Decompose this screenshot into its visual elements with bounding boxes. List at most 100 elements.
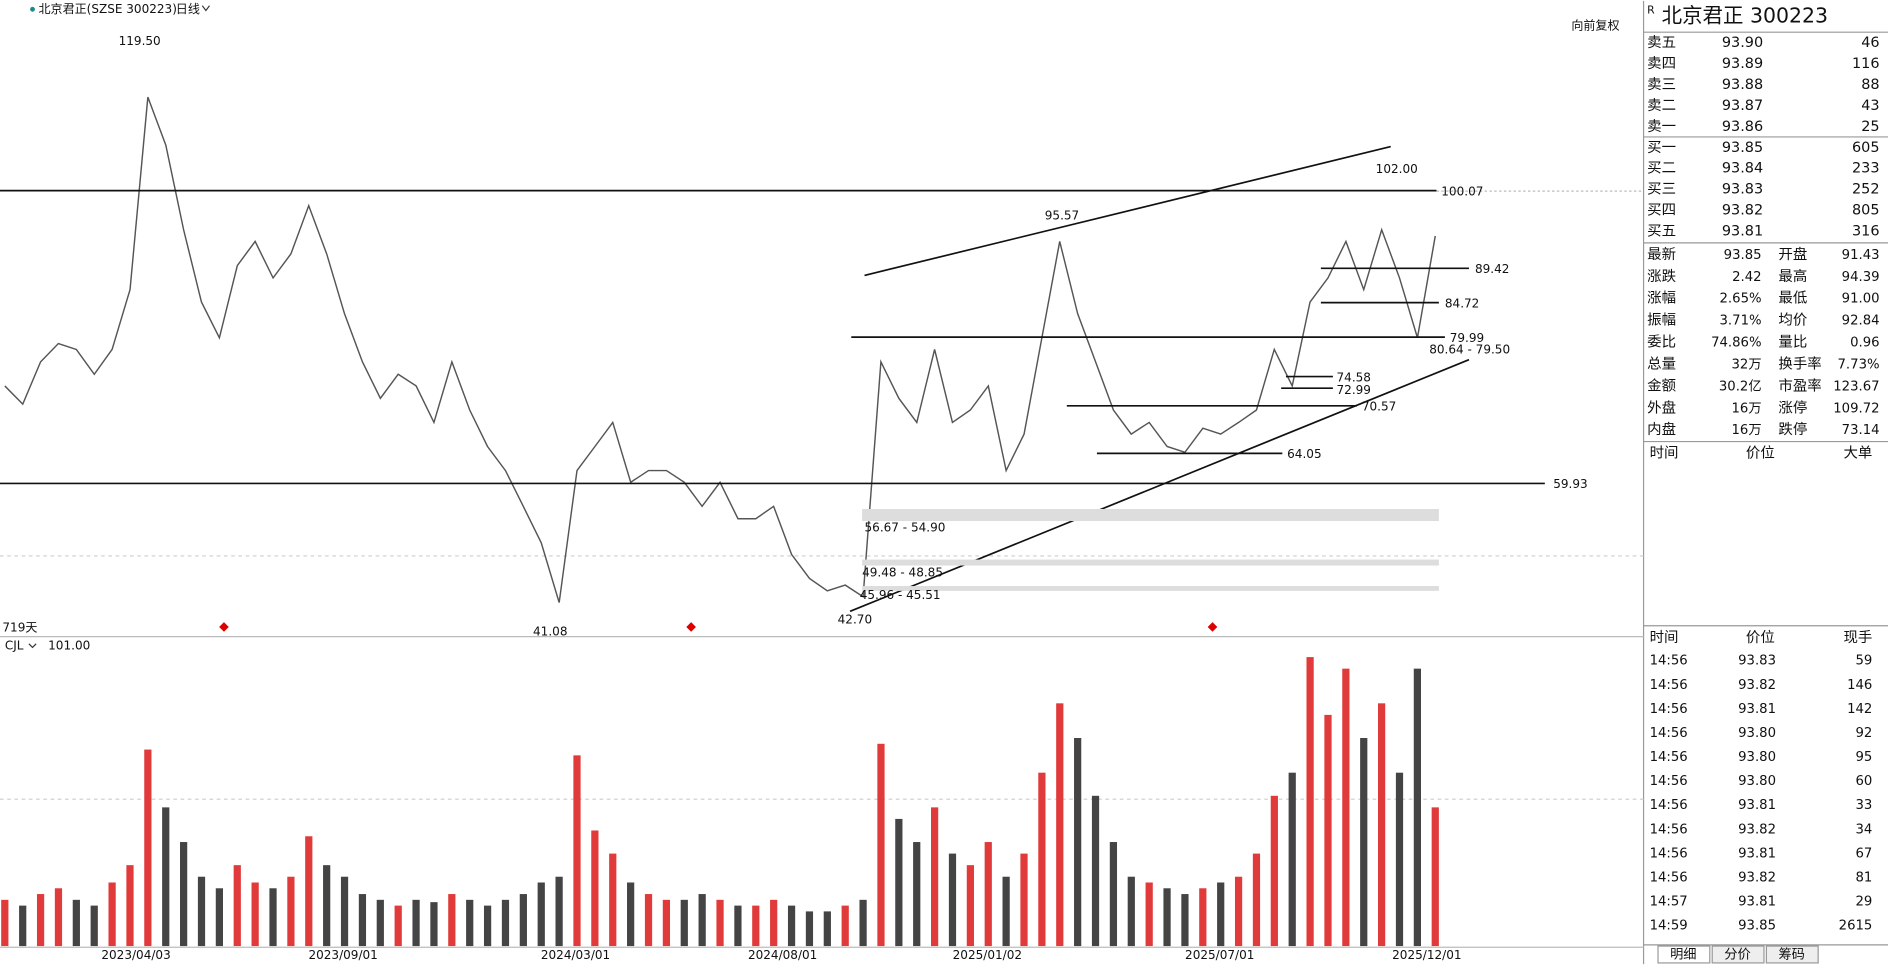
- volume-bar: [948, 853, 957, 947]
- trade-volume: 81: [1856, 870, 1873, 885]
- volume-bar: [1020, 853, 1028, 947]
- indicator-value: 101.00: [48, 639, 90, 653]
- volume-bar: [698, 894, 706, 947]
- trade-price: 93.81: [1738, 702, 1776, 717]
- x-tick-label: 2023/04/03: [101, 948, 170, 962]
- stat-label: 涨幅: [1647, 290, 1676, 307]
- trade-time: 14:56: [1650, 774, 1688, 789]
- trade-price: 93.80: [1738, 750, 1776, 765]
- stat-label: 跌停: [1778, 421, 1807, 438]
- volume-bar: [144, 749, 152, 947]
- stat-label: 振幅: [1647, 312, 1676, 329]
- trade-price: 93.80: [1738, 726, 1776, 741]
- zone-label: 45.96 - 45.51: [860, 588, 941, 602]
- trade-time: 14:56: [1650, 726, 1688, 741]
- stat-label: 外盘: [1647, 398, 1676, 416]
- trade-time: 14:56: [1650, 870, 1688, 885]
- x-tick-label: 2025/01/02: [953, 948, 1022, 962]
- book-volume: 43: [1861, 98, 1879, 114]
- book-label: 卖一: [1647, 118, 1676, 135]
- volume-bar: [1127, 876, 1135, 947]
- level-label: 59.93: [1553, 477, 1587, 491]
- dropdown-icon[interactable]: [28, 643, 37, 649]
- tab[interactable]: [1711, 945, 1765, 964]
- book-label: 买一: [1647, 139, 1676, 156]
- stat-label: 内盘: [1647, 420, 1676, 438]
- adjust-mode[interactable]: 向前复权: [1571, 18, 1619, 33]
- volume-bar: [1038, 772, 1046, 947]
- volume-bar: [466, 899, 474, 947]
- book-price: 93.81: [1722, 224, 1763, 240]
- volume-bar: [609, 853, 617, 947]
- stat-value: 2.42: [1732, 270, 1761, 285]
- volume-bar: [895, 818, 903, 947]
- stat-value: 92.84: [1842, 314, 1880, 329]
- trade-volume: 146: [1847, 678, 1872, 693]
- volume-bar: [859, 899, 867, 947]
- volume-bar: [770, 899, 778, 947]
- trade-price: 93.85: [1738, 919, 1776, 934]
- volume-bar: [197, 876, 206, 947]
- stat-value: 0.96: [1850, 336, 1879, 351]
- stat-value: 30.2亿: [1719, 378, 1762, 394]
- volume-bar: [412, 899, 420, 947]
- volume-bar: [752, 905, 760, 947]
- stat-label: 总量: [1647, 356, 1676, 373]
- book-volume: 605: [1852, 140, 1880, 156]
- tab-label[interactable]: 明细: [1670, 947, 1696, 963]
- stat-value: 74.86%: [1711, 336, 1761, 351]
- volume-bar: [251, 882, 259, 947]
- volume-bar: [680, 899, 688, 947]
- indicator-name[interactable]: CJL: [5, 639, 24, 653]
- volume-bar: [1324, 714, 1332, 947]
- tab-label[interactable]: 筹码: [1778, 946, 1804, 963]
- zone: [862, 508, 1439, 522]
- book-price: 93.84: [1722, 161, 1763, 177]
- dropdown-icon[interactable]: [201, 5, 210, 12]
- stat-value: 73.14: [1842, 423, 1880, 438]
- tab-label[interactable]: 分价: [1724, 947, 1750, 963]
- volume-bar: [1145, 882, 1153, 947]
- stat-label: 量比: [1778, 334, 1807, 351]
- volume-bar: [1234, 876, 1243, 947]
- volume-bar: [501, 899, 510, 947]
- volume-bar: [1199, 888, 1207, 947]
- book-price: 93.86: [1722, 119, 1763, 135]
- book-label: 买四: [1647, 202, 1676, 219]
- trade-volume: 95: [1856, 750, 1873, 765]
- book-volume: 233: [1852, 161, 1880, 177]
- level-label: 70.57: [1362, 400, 1396, 414]
- book-price: 93.90: [1722, 35, 1763, 51]
- book-label: 买五: [1647, 223, 1676, 240]
- trade-volume: 2615: [1839, 919, 1873, 934]
- x-tick-label: 2023/09/01: [308, 948, 377, 962]
- volume-bar: [573, 755, 581, 947]
- volume-bar: [1, 899, 9, 947]
- volume-bar: [1360, 738, 1368, 947]
- column-header: 时间: [1650, 629, 1679, 646]
- volume-bar: [537, 882, 545, 947]
- level-note: 80.64 - 79.50: [1429, 343, 1510, 357]
- volume-bar: [1270, 795, 1278, 947]
- price-line: [4, 96, 1436, 603]
- volume-bar: [662, 899, 671, 947]
- volume-bar: [305, 836, 313, 947]
- tab[interactable]: [1657, 945, 1711, 964]
- stat-value: 91.00: [1842, 292, 1880, 307]
- volume-bar: [162, 807, 170, 947]
- zone: [862, 559, 1439, 566]
- volume-bar: [287, 876, 295, 947]
- trade-time: 14:56: [1650, 822, 1688, 837]
- volume-bar: [1378, 703, 1386, 947]
- volume-bar: [1217, 882, 1225, 947]
- tab[interactable]: [1765, 945, 1819, 964]
- volume-bar: [1413, 668, 1421, 947]
- stat-value: 3.71%: [1720, 314, 1762, 329]
- trade-volume: 92: [1856, 726, 1873, 741]
- book-label: 卖四: [1647, 55, 1676, 72]
- book-price: 93.89: [1722, 56, 1763, 72]
- period[interactable]: 日线: [176, 2, 200, 16]
- stat-label: 均价: [1778, 312, 1807, 329]
- volume-bar: [984, 842, 992, 947]
